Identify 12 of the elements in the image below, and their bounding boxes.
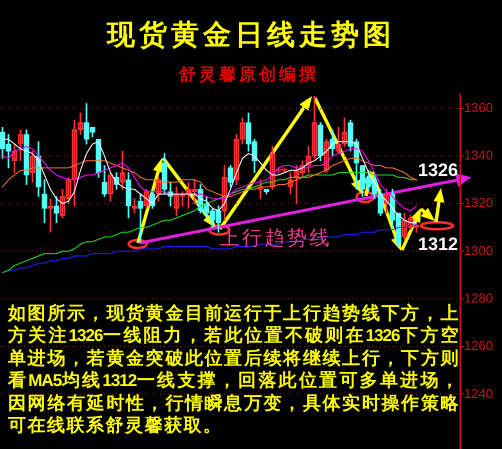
chart-subtitle: 舒灵馨原创编撰 — [178, 64, 320, 86]
annotation: 1326 — [418, 160, 458, 180]
y-tick-label: 1360 — [464, 100, 493, 115]
y-tick-label: 1340 — [464, 148, 493, 163]
chart-title: 现货黄金日线走势图 — [105, 17, 396, 53]
text: 如图所示，现货黄金目前运行于上行趋势线下方，上方关注1326一线阻力，若此位置不破则在1326下方空单进场，若黄金突破此位置后续将继续上行，下方则看MA5均线1312一线支撑，回落此位置可多单进场，因网络有延时性，行情瞬息万变，具体实时操作策略可在线联系舒灵馨获取。 — [8, 303, 460, 435]
y-tick-label: 1280 — [464, 290, 493, 306]
y-tick-label: 1240 — [464, 386, 493, 401]
y-tick-label: 1320 — [464, 195, 493, 210]
y-tick-label: 1260 — [464, 338, 493, 354]
annotation: 1312 — [418, 234, 458, 254]
y-tick-label: 1300 — [464, 242, 493, 258]
